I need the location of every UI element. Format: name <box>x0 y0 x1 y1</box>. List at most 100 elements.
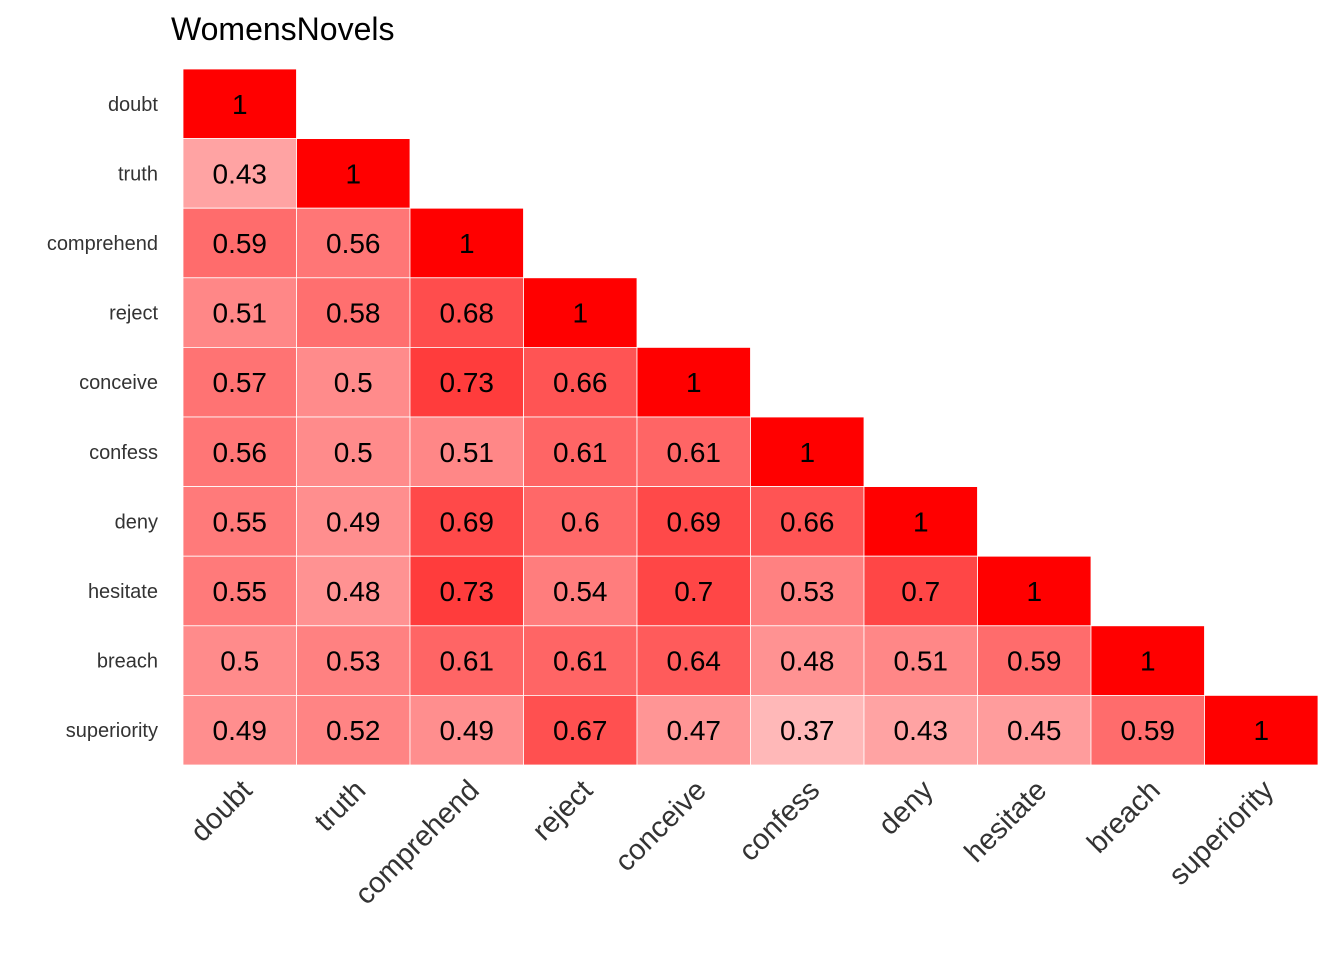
heatmap-cell-breach-comprehend <box>409 625 524 696</box>
cell-value-label: 1 <box>1140 646 1156 677</box>
cell-value-label: 0.55 <box>213 506 268 537</box>
cell-value-label: 0.48 <box>326 576 381 607</box>
heatmap-cell-breach-confess <box>750 625 865 696</box>
heatmap-cell-superiority-superiority <box>1204 695 1319 766</box>
cell-value-label: 0.67 <box>553 715 608 746</box>
cell-value-label: 0.68 <box>440 298 495 329</box>
cell-value-label: 0.59 <box>1121 715 1176 746</box>
cell-value-label: 0.57 <box>213 367 268 398</box>
heatmap-cell-deny-deny <box>863 486 978 557</box>
cell-value-label: 0.55 <box>213 576 268 607</box>
y-tick-label: truth <box>118 163 158 185</box>
cell-value-label: 0.69 <box>440 506 495 537</box>
heatmap-cell-truth-doubt <box>182 138 297 209</box>
x-tick-label: doubt <box>185 774 259 848</box>
heatmap-cell-deny-doubt <box>182 486 297 557</box>
heatmap-cell-conceive-reject <box>523 346 638 418</box>
cell-value-label: 0.66 <box>553 367 608 398</box>
x-tick-label: confess <box>733 774 826 867</box>
cell-value-label: 0.58 <box>326 298 381 329</box>
cell-value-label: 0.7 <box>674 576 713 607</box>
heatmap-cell-superiority-hesitate <box>977 695 1092 766</box>
heatmap-cell-reject-reject <box>523 277 638 348</box>
cell-value-label: 0.51 <box>213 298 268 329</box>
cell-value-label: 0.73 <box>440 367 495 398</box>
cell-value-label: 0.56 <box>326 228 381 259</box>
cell-value-label: 0.7 <box>901 576 940 607</box>
cell-value-label: 0.69 <box>667 506 722 537</box>
heatmap-cell-breach-doubt <box>182 625 297 696</box>
cell-value-label: 1 <box>799 437 815 468</box>
cell-value-label: 1 <box>232 89 248 120</box>
heatmap-cell-deny-confess <box>750 486 865 557</box>
cell-value-label: 0.53 <box>780 576 835 607</box>
y-tick-label: deny <box>115 511 158 533</box>
cell-value-label: 0.49 <box>213 715 268 746</box>
heatmap-cell-confess-truth <box>296 416 411 487</box>
cell-value-label: 0.66 <box>780 506 835 537</box>
cell-value-label: 0.47 <box>667 715 722 746</box>
x-tick-label: reject <box>526 774 599 847</box>
cell-value-label: 0.49 <box>440 715 495 746</box>
y-tick-label: hesitate <box>88 581 158 603</box>
cell-value-label: 0.51 <box>440 437 495 468</box>
x-tick-label: superiority <box>1163 774 1281 892</box>
heatmap-cell-deny-truth <box>296 486 411 557</box>
y-tick-label: conceive <box>79 372 158 394</box>
cell-value-label: 0.52 <box>326 715 381 746</box>
chart-title: WomensNovels <box>171 11 394 47</box>
cell-value-label: 1 <box>1253 715 1269 746</box>
heatmap-cell-hesitate-deny <box>863 555 978 627</box>
y-tick-label: confess <box>89 442 158 464</box>
cell-value-label: 0.61 <box>667 437 722 468</box>
heatmap-cell-hesitate-doubt <box>182 555 297 627</box>
heatmap-cell-breach-reject <box>523 625 638 696</box>
cell-value-label: 0.61 <box>553 437 608 468</box>
heatmap-cell-superiority-conceive <box>636 695 751 766</box>
heatmap-cell-confess-comprehend <box>409 416 524 487</box>
x-tick-label: hesitate <box>959 774 1053 868</box>
heatmap-cell-conceive-comprehend <box>409 346 524 418</box>
heatmap-cell-comprehend-comprehend <box>409 207 524 279</box>
x-tick-label: breach <box>1081 774 1166 859</box>
heatmap-cell-reject-truth <box>296 277 411 348</box>
y-tick-label: breach <box>97 651 158 673</box>
cell-value-label: 1 <box>686 367 702 398</box>
cell-value-label: 0.49 <box>326 506 381 537</box>
heatmap-cell-breach-deny <box>863 625 978 696</box>
cell-value-label: 0.64 <box>667 646 722 677</box>
cell-value-label: 0.61 <box>553 646 608 677</box>
cell-value-label: 0.53 <box>326 646 381 677</box>
heatmap-cell-confess-conceive <box>636 416 751 487</box>
cell-value-label: 0.51 <box>894 646 949 677</box>
x-tick-label: conceive <box>609 774 713 878</box>
heatmap-cells: 10.43 10.59 0.56 10.51 0.58 0.68 10.57 0.5 0.73 0… <box>182 68 1319 766</box>
cell-value-label: 1 <box>1026 576 1042 607</box>
heatmap-cell-superiority-truth <box>296 695 411 766</box>
heatmap-cell-superiority-reject <box>523 695 638 766</box>
cell-value-label: 0.37 <box>780 715 835 746</box>
heatmap-cell-superiority-doubt <box>182 695 297 766</box>
cell-value-label: 0.48 <box>780 646 835 677</box>
y-tick-label: doubt <box>108 94 158 116</box>
heatmap-cell-conceive-conceive <box>636 346 751 418</box>
cell-value-label: 0.54 <box>553 576 608 607</box>
heatmap-cell-conceive-truth <box>296 346 411 418</box>
cell-value-label: 0.43 <box>894 715 949 746</box>
heatmap-cell-confess-confess <box>750 416 865 487</box>
cell-value-label: 0.61 <box>440 646 495 677</box>
heatmap-cell-breach-truth <box>296 625 411 696</box>
x-tick-label: deny <box>873 774 940 841</box>
heatmap-cell-truth-truth <box>296 138 411 209</box>
cell-value-label: 0.59 <box>213 228 268 259</box>
heatmap-cell-confess-doubt <box>182 416 297 487</box>
cell-value-label: 1 <box>459 228 475 259</box>
heatmap-cell-comprehend-doubt <box>182 207 297 279</box>
y-axis-tick-labels: doubt truth comprehend reject conceive confes… <box>47 94 159 742</box>
y-tick-label: superiority <box>66 720 158 742</box>
cell-value-label: 1 <box>913 506 929 537</box>
heatmap-cell-doubt-doubt <box>182 68 297 139</box>
cell-value-label: 0.6 <box>561 506 600 537</box>
